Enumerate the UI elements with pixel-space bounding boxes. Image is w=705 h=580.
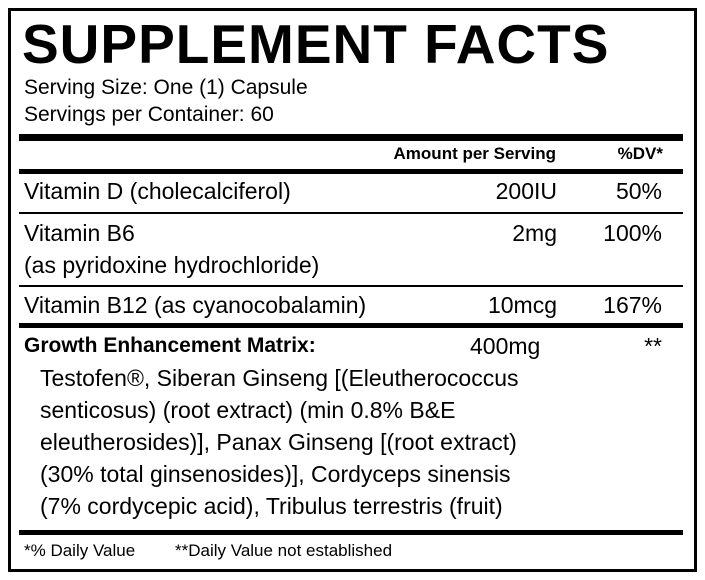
divider-thin <box>19 212 683 214</box>
divider-thin <box>19 285 683 287</box>
blend-name: Growth Enhancement Matrix: <box>24 334 316 357</box>
nutrient-amount: 2mg <box>512 220 557 246</box>
footnote-dv: *% Daily Value <box>24 541 136 560</box>
nutrient-amount: 10mcg <box>487 292 557 318</box>
footnote-not-established: **Daily Value not established <box>175 541 393 560</box>
servings-per-container: Servings per Container: 60 <box>24 103 274 126</box>
ingredient-line: Testofen®, Siberan Ginseng [(Eleutheroco… <box>40 365 519 391</box>
header-dv: %DV* <box>617 144 663 163</box>
serving-size: Serving Size: One (1) Capsule <box>24 76 308 99</box>
divider <box>19 323 683 328</box>
nutrient-dv: 167% <box>603 292 662 318</box>
header-amount: Amount per Serving <box>393 144 556 163</box>
ingredient-line: eleutherosides)], Panax Ginseng [(root e… <box>40 429 517 455</box>
divider <box>19 169 683 174</box>
ingredient-line: (7% cordycepic acid), Tribulus terrestri… <box>40 493 503 519</box>
blend-amount: 400mg <box>470 333 541 359</box>
panel-title: SUPPLEMENT FACTS <box>22 13 610 75</box>
nutrient-dv: 50% <box>615 178 662 204</box>
ingredient-line: (30% total ginsenosides)], Cordyceps sin… <box>40 461 511 487</box>
supplement-facts-panel <box>8 8 697 572</box>
blend-dv: ** <box>644 333 662 359</box>
nutrient-name: Vitamin B6 <box>24 220 135 246</box>
nutrient-name: Vitamin D (cholecalciferol) <box>24 178 291 204</box>
ingredient-line: senticosus) (root extract) (min 0.8% B&E <box>40 397 456 423</box>
nutrient-name-detail: (as pyridoxine hydrochloride) <box>24 252 320 278</box>
nutrient-name: Vitamin B12 (as cyanocobalamin) <box>24 292 367 318</box>
divider <box>19 530 683 535</box>
nutrient-dv: 100% <box>603 220 662 246</box>
divider-thick <box>19 134 683 141</box>
nutrient-amount: 200IU <box>495 178 557 204</box>
